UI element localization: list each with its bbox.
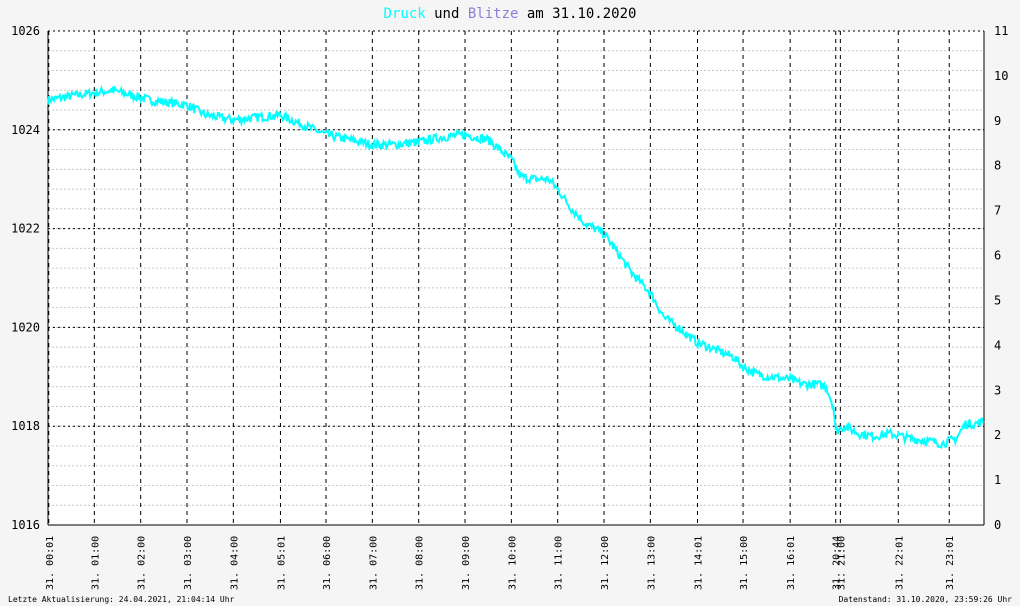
- x-tick-label: 31. 13:00: [646, 536, 657, 590]
- y-right-tick-label: 11: [994, 24, 1008, 38]
- x-tick-label: 31. 06:00: [322, 536, 333, 590]
- y-right-tick-label: 1: [994, 473, 1001, 487]
- data-status-text: Datenstand: 31.10.2020, 23:59:26 Uhr: [838, 595, 1012, 604]
- y-right-tick-label: 6: [994, 249, 1001, 263]
- x-tick-label: 31. 20:44: [832, 536, 843, 590]
- title-part: am 31.10.2020: [518, 6, 636, 22]
- chart-title: Druck und Blitze am 31.10.2020: [384, 6, 637, 22]
- y-right-tick-label: 7: [994, 204, 1001, 218]
- y-right-tick-label: 2: [994, 428, 1001, 442]
- x-tick-label: 31. 22:01: [894, 536, 905, 590]
- x-tick-label: 31. 09:00: [461, 536, 472, 590]
- y-left-tick-label: 1020: [11, 320, 40, 334]
- y-left-tick-label: 1016: [11, 518, 40, 532]
- x-tick-label: 31. 05:01: [276, 536, 287, 590]
- x-tick-label: 31. 10:00: [507, 536, 518, 590]
- x-tick-label: 31. 03:00: [183, 536, 194, 590]
- x-tick-label: 31. 23:01: [945, 536, 956, 590]
- y-right-tick-label: 0: [994, 518, 1001, 532]
- title-part: Blitze: [468, 6, 519, 22]
- y-right-tick-label: 5: [994, 293, 1001, 307]
- y-left-tick-label: 1024: [11, 123, 40, 137]
- x-tick-label: 31. 01:00: [90, 536, 101, 590]
- y-right-tick-label: 10: [994, 69, 1008, 83]
- x-tick-label: 31. 14:01: [693, 536, 704, 590]
- y-right-tick-label: 9: [994, 114, 1001, 128]
- x-tick-label: 31. 08:00: [415, 536, 426, 590]
- x-tick-label: 31. 00:01: [45, 536, 56, 590]
- x-tick-label: 31. 11:00: [554, 536, 565, 590]
- y-left-tick-label: 1018: [11, 419, 40, 433]
- x-tick-label: 31. 04:00: [229, 536, 240, 590]
- x-tick-label: 31. 15:00: [739, 536, 750, 590]
- last-update-text: Letzte Aktualisierung: 24.04.2021, 21:04…: [8, 595, 235, 604]
- x-tick-label: 31. 02:00: [137, 536, 148, 590]
- plot-area: [48, 31, 984, 525]
- title-part: und: [426, 6, 468, 22]
- y-right-tick-label: 8: [994, 159, 1001, 173]
- y-left-tick-label: 1022: [11, 222, 40, 236]
- x-tick-label: 31. 16:01: [786, 536, 797, 590]
- x-tick-label: 31. 07:00: [368, 536, 379, 590]
- title-part: Druck: [384, 6, 427, 22]
- x-tick-label: 31. 12:00: [600, 536, 611, 590]
- y-left-tick-label: 1026: [11, 24, 40, 38]
- pressure-series-line: [47, 84, 985, 450]
- y-right-tick-label: 4: [994, 338, 1001, 352]
- y-right-tick-label: 3: [994, 383, 1001, 397]
- x-tick-label: 31. 21:00: [836, 536, 847, 590]
